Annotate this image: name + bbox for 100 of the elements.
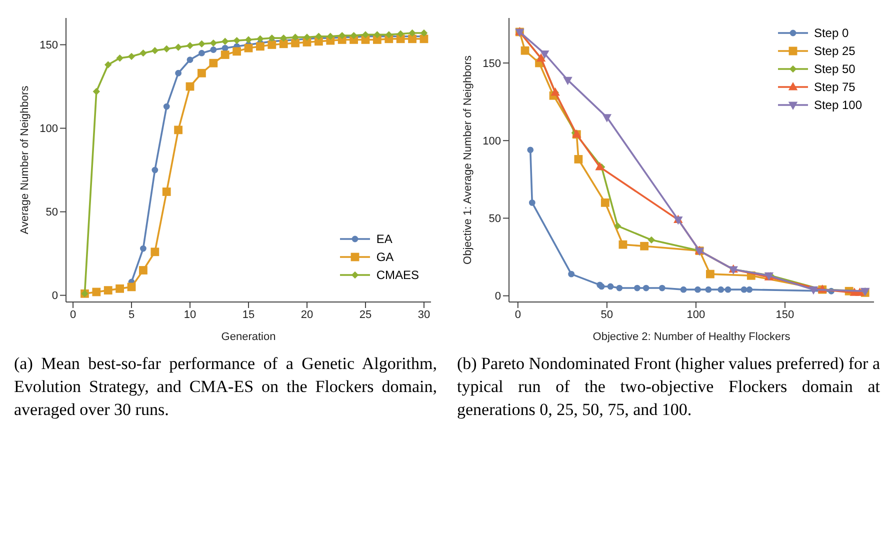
point — [724, 286, 732, 293]
point — [163, 45, 170, 53]
point — [600, 198, 610, 207]
point — [705, 286, 712, 293]
legend-label: Step 75 — [814, 80, 856, 94]
point — [640, 242, 649, 250]
point — [527, 146, 534, 154]
point — [746, 286, 753, 293]
point — [92, 88, 100, 96]
point — [602, 114, 612, 122]
point — [658, 284, 666, 292]
y-tick-label: 100 — [40, 123, 58, 136]
legend-label: Step 100 — [814, 98, 862, 112]
point — [220, 50, 230, 59]
point — [718, 286, 724, 293]
point — [563, 76, 572, 86]
point — [222, 44, 228, 52]
point — [614, 222, 622, 230]
point — [618, 240, 628, 249]
point — [279, 40, 288, 48]
point — [198, 50, 205, 56]
x-tick-label: 20 — [300, 308, 314, 321]
point — [116, 284, 124, 293]
point — [151, 46, 159, 54]
y-tick-label: 0 — [494, 290, 501, 303]
y-tick-label: 0 — [52, 290, 58, 302]
point — [528, 199, 536, 206]
point — [574, 155, 583, 164]
legend-label: Step 25 — [814, 44, 856, 58]
point — [268, 34, 276, 42]
point — [174, 44, 182, 51]
x-tick-label: 100 — [686, 308, 706, 321]
x-tick-label: 0 — [70, 308, 76, 321]
y-tick-label: 150 — [482, 58, 501, 70]
x-tick-label: 5 — [128, 308, 135, 321]
point — [256, 42, 264, 51]
y-tick-label: 50 — [46, 206, 58, 219]
point — [140, 49, 147, 57]
x-tick-label: 50 — [600, 308, 614, 321]
point — [408, 29, 416, 37]
point — [175, 70, 182, 76]
point — [186, 56, 194, 63]
y-tick-label: 50 — [488, 213, 501, 226]
x-tick-label: 15 — [242, 308, 255, 321]
point — [808, 286, 818, 295]
point — [616, 284, 623, 292]
point — [256, 35, 264, 42]
x-tick-label: 10 — [184, 308, 196, 321]
point — [634, 284, 640, 292]
point — [244, 44, 253, 52]
y-tick-label: 150 — [40, 40, 58, 52]
point — [268, 40, 276, 49]
point — [104, 61, 112, 68]
legend-label: Step 0 — [814, 26, 849, 40]
point — [292, 34, 299, 41]
point — [174, 126, 183, 134]
point — [244, 36, 252, 44]
point — [116, 54, 124, 62]
legend-label: Step 50 — [814, 62, 856, 76]
legend-label: CMAES — [376, 268, 419, 282]
point — [350, 32, 358, 40]
point — [291, 38, 300, 48]
point — [139, 266, 148, 274]
x-tick-label: 150 — [776, 308, 794, 321]
point — [642, 284, 650, 292]
point — [338, 32, 346, 40]
point — [233, 36, 240, 44]
point — [396, 30, 404, 38]
point — [198, 68, 206, 78]
point — [648, 236, 656, 244]
point — [222, 38, 229, 45]
point — [162, 188, 171, 196]
point — [92, 288, 101, 296]
legend-label: GA — [376, 250, 394, 264]
point — [232, 47, 241, 56]
text: (b) Pareto Nondominated Front (higher values preferred) for a typical run of the two-objective Flockers domain at generations 0, 25, 50, 75, and 100. — [456, 353, 881, 421]
point — [128, 52, 136, 60]
x-axis-title: Generation — [221, 331, 276, 343]
point — [163, 103, 170, 110]
point — [210, 39, 218, 47]
point — [520, 46, 530, 55]
point — [540, 50, 550, 59]
x-tick-label: 30 — [418, 308, 430, 321]
point — [280, 34, 288, 42]
point — [140, 245, 146, 252]
point — [595, 162, 604, 170]
point — [209, 58, 218, 68]
point — [694, 286, 701, 293]
point — [210, 46, 217, 53]
point — [198, 40, 206, 48]
legend-label: EA — [376, 232, 392, 246]
point — [186, 82, 194, 91]
point — [127, 282, 136, 292]
text: (a) Mean best-so-far performance of a Genetic Algorithm, Evolution Strategy, and CMA-ES on the Flockers domain, averaged over 30 runs. — [13, 353, 438, 421]
y-tick-label: 100 — [482, 136, 501, 148]
y-axis-title: Objective 1: Average Number of Neighbors — [462, 55, 474, 264]
point — [104, 286, 112, 295]
point — [607, 283, 614, 290]
x-tick-label: 0 — [514, 308, 521, 321]
x-tick-label: 25 — [359, 308, 372, 321]
